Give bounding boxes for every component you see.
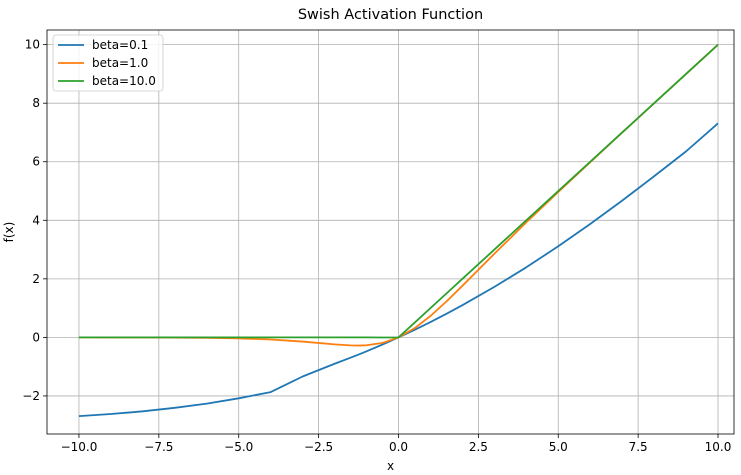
y-tick-label: 2 <box>32 272 40 286</box>
x-axis-label: x <box>387 459 394 473</box>
x-tick-label: 7.5 <box>629 440 648 454</box>
x-tick-label: −10.0 <box>61 440 98 454</box>
y-axis-ticks: −2 0 2 4 6 8 10 <box>22 38 47 403</box>
legend: beta=0.1 beta=1.0 beta=10.0 <box>52 34 164 92</box>
legend-label: beta=10.0 <box>92 74 156 88</box>
y-tick-label: −2 <box>22 389 40 403</box>
legend-box <box>52 34 164 92</box>
x-tick-label: 0.0 <box>389 440 408 454</box>
y-tick-label: 8 <box>32 96 40 110</box>
y-axis-label: f(x) <box>2 222 16 243</box>
x-tick-label: 10.0 <box>705 440 732 454</box>
x-tick-label: 5.0 <box>549 440 568 454</box>
y-tick-label: 10 <box>25 38 40 52</box>
x-axis-ticks: −10.0 −7.5 −5.0 −2.5 0.0 2.5 5.0 7.5 10.0 <box>61 434 732 454</box>
legend-label: beta=0.1 <box>92 38 148 52</box>
x-tick-label: 2.5 <box>469 440 488 454</box>
x-tick-label: −2.5 <box>304 440 333 454</box>
series-line-3 <box>78 43 719 339</box>
x-tick-label: −7.5 <box>144 440 173 454</box>
series-layer <box>78 43 719 418</box>
x-tick-label: −5.0 <box>224 440 253 454</box>
y-tick-label: 0 <box>32 330 40 344</box>
plot-area-frame <box>46 29 735 435</box>
legend-label: beta=1.0 <box>92 56 148 70</box>
y-tick-label: 4 <box>32 213 40 227</box>
chart-title: Swish Activation Function <box>298 7 483 23</box>
y-tick-label: 6 <box>32 155 40 169</box>
